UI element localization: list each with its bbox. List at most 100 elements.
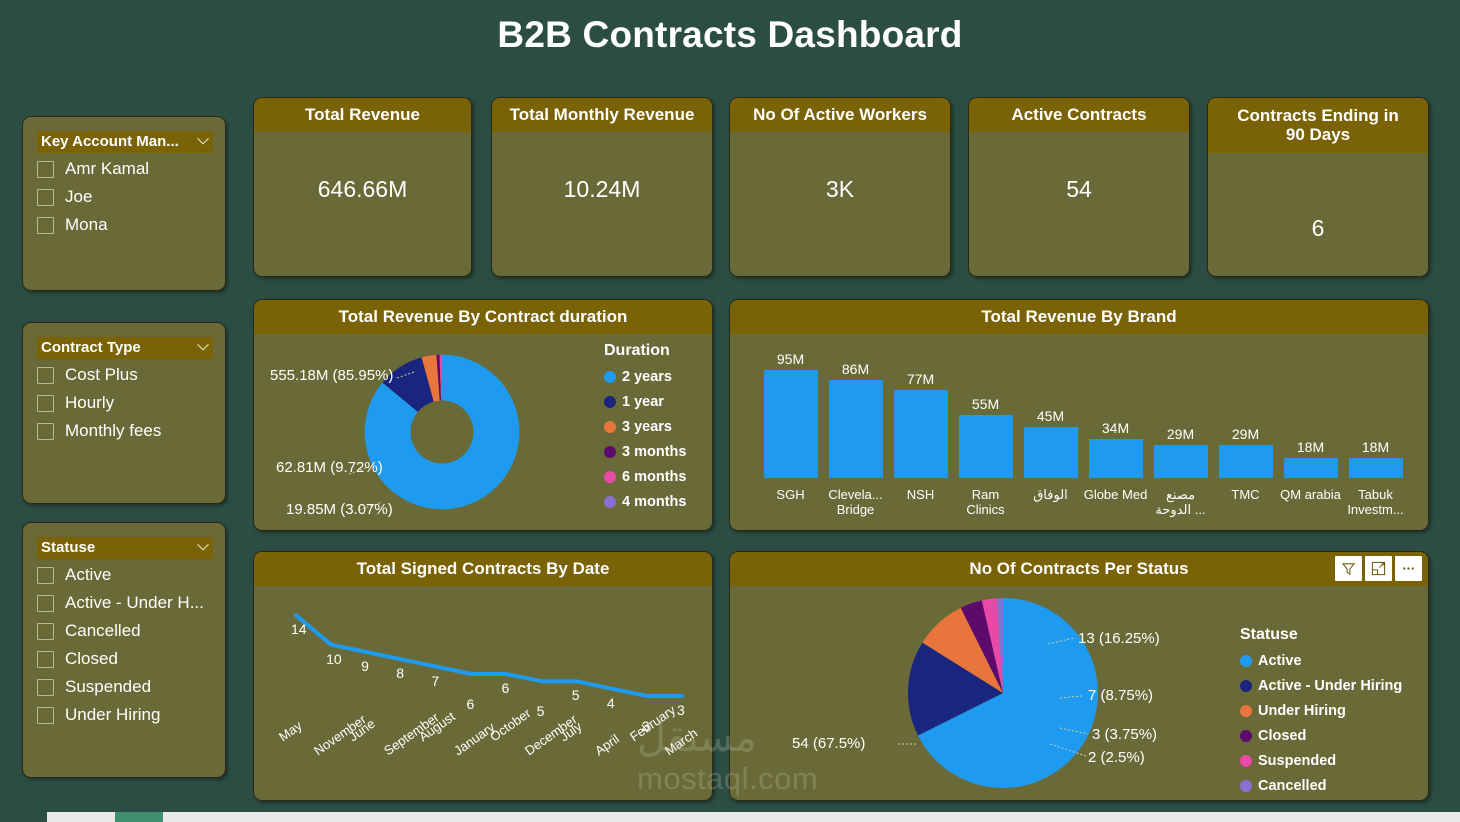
line-value-label: 5 bbox=[571, 687, 580, 704]
legend-swatch bbox=[1240, 705, 1252, 718]
legend-item[interactable]: Cancelled bbox=[1240, 778, 1402, 794]
bar-chart-body: 95M SGH 86M Clevela... Bridge 77M NSH 55M Ram Cli… bbox=[730, 334, 1428, 530]
checkbox[interactable] bbox=[37, 706, 54, 724]
legend-item[interactable]: Active bbox=[1240, 653, 1402, 669]
line-value-label: 5 bbox=[536, 703, 545, 720]
slicer-key-account-manager[interactable]: Key Account Man... Amr Kamal Joe Mona bbox=[22, 116, 226, 291]
checkbox[interactable] bbox=[37, 394, 54, 412]
legend-label: 2 years bbox=[622, 369, 672, 386]
bottom-strip bbox=[0, 812, 1460, 822]
bar-column[interactable]: 95M SGH bbox=[758, 351, 823, 502]
line-value-label: 8 bbox=[396, 665, 405, 682]
slicer-option[interactable]: Cost Plus bbox=[37, 361, 225, 389]
slicer-option[interactable]: Amr Kamal bbox=[37, 155, 225, 183]
legend-item[interactable]: 2 years bbox=[604, 369, 686, 385]
bar-column[interactable]: 34M Globe Med bbox=[1083, 420, 1148, 502]
checkbox[interactable] bbox=[37, 422, 54, 440]
legend-item[interactable]: Active - Under Hiring bbox=[1240, 678, 1402, 694]
legend-label: 3 months bbox=[622, 444, 687, 461]
slicer-header-key-account-manager[interactable]: Key Account Man... bbox=[37, 131, 213, 153]
slicer-header-statuse[interactable]: Statuse bbox=[37, 537, 213, 559]
bar-rect[interactable] bbox=[1218, 445, 1273, 479]
line-series[interactable] bbox=[294, 613, 684, 699]
legend-swatch bbox=[1240, 780, 1252, 793]
legend-item[interactable]: 3 years bbox=[604, 419, 686, 435]
bar-rect[interactable] bbox=[1088, 439, 1143, 479]
checkbox[interactable] bbox=[37, 594, 54, 612]
pie-graphic[interactable] bbox=[908, 598, 1098, 789]
slicer-option[interactable]: Active bbox=[37, 561, 225, 589]
checkbox[interactable] bbox=[37, 216, 54, 234]
focus-mode-icon[interactable] bbox=[1365, 556, 1392, 581]
slicer-header-contract-type[interactable]: Contract Type bbox=[37, 337, 213, 359]
slicer-option[interactable]: Suspended bbox=[37, 673, 225, 701]
bar-column[interactable]: 18M Tabuk Investm... bbox=[1343, 439, 1408, 517]
bar-category-label: Tabuk Investm... bbox=[1347, 487, 1404, 518]
donut-legend: Duration 2 years 1 year 3 years 3 months bbox=[604, 342, 686, 510]
slicer-option[interactable]: Under Hiring bbox=[37, 701, 225, 729]
slicer-option[interactable]: Closed bbox=[37, 645, 225, 673]
slicer-contract-type[interactable]: Contract Type Cost Plus Hourly Monthly f… bbox=[22, 322, 226, 504]
bar-rect[interactable] bbox=[1283, 458, 1338, 479]
slicer-option[interactable]: Monthly fees bbox=[37, 417, 225, 445]
checkbox[interactable] bbox=[37, 188, 54, 206]
bar-category-label: Ram Clinics bbox=[966, 487, 1005, 518]
more-options-icon[interactable] bbox=[1395, 556, 1422, 581]
chart-contracts-per-status: No Of Contracts Per Status bbox=[729, 551, 1429, 801]
legend-item[interactable]: Under Hiring bbox=[1240, 703, 1402, 719]
slicer-option[interactable]: Hourly bbox=[37, 389, 225, 417]
line-value-label: 7 bbox=[431, 672, 440, 689]
slicer-statuse[interactable]: Statuse Active Active - Under H... Cance… bbox=[22, 522, 226, 778]
line-value-label: 6 bbox=[501, 680, 510, 697]
bar-column[interactable]: 86M Clevela... Bridge bbox=[823, 361, 888, 517]
bar-rect[interactable] bbox=[1348, 458, 1403, 479]
chevron-down-icon[interactable] bbox=[197, 137, 209, 145]
bar-rect[interactable] bbox=[828, 380, 883, 479]
bar-column[interactable]: 18M QM arabia bbox=[1278, 439, 1343, 502]
kpi-value: 3K bbox=[825, 176, 855, 203]
slicer-title-label: Statuse bbox=[41, 539, 96, 556]
checkbox[interactable] bbox=[37, 650, 54, 668]
slicer-option[interactable]: Cancelled bbox=[37, 617, 225, 645]
slicer-option-label: Active - Under H... bbox=[65, 593, 204, 612]
chevron-down-icon[interactable] bbox=[197, 543, 209, 551]
slicer-option-label: Active bbox=[65, 565, 112, 584]
legend-item[interactable]: Closed bbox=[1240, 728, 1402, 744]
bar-rect[interactable] bbox=[1023, 427, 1078, 479]
pie-data-label: 3 (3.75%) bbox=[1092, 726, 1158, 744]
slicer-option[interactable]: Joe bbox=[37, 183, 225, 211]
bar-column[interactable]: 45M الوفاق bbox=[1018, 408, 1083, 502]
legend-title: Duration bbox=[604, 342, 670, 360]
filter-icon[interactable] bbox=[1335, 556, 1362, 581]
legend-item[interactable]: Suspended bbox=[1240, 753, 1402, 769]
legend-swatch bbox=[604, 496, 616, 509]
slicer-option-label: Cancelled bbox=[65, 621, 141, 640]
bar-column[interactable]: 29M مصنع الدوحة ... bbox=[1148, 426, 1213, 517]
bar-rect[interactable] bbox=[958, 415, 1013, 479]
legend-item[interactable]: 4 months bbox=[604, 494, 686, 510]
checkbox[interactable] bbox=[37, 678, 54, 696]
bar-category-label: Clevela... Bridge bbox=[828, 487, 883, 518]
kpi-title: Total Revenue bbox=[254, 98, 471, 133]
chevron-down-icon[interactable] bbox=[197, 343, 209, 351]
bar-column[interactable]: 29M TMC bbox=[1213, 426, 1278, 502]
bar-column[interactable]: 77M NSH bbox=[888, 371, 953, 502]
bar-rect[interactable] bbox=[763, 370, 818, 479]
checkbox[interactable] bbox=[37, 622, 54, 640]
checkbox[interactable] bbox=[37, 366, 54, 384]
slicer-option-label: Closed bbox=[65, 649, 118, 668]
legend-item[interactable]: 1 year bbox=[604, 394, 686, 410]
slicer-option[interactable]: Active - Under H... bbox=[37, 589, 225, 617]
bar-rect[interactable] bbox=[1153, 445, 1208, 479]
checkbox[interactable] bbox=[37, 160, 54, 178]
legend-label: Active - Under Hiring bbox=[1258, 678, 1403, 695]
line-graphic[interactable] bbox=[254, 586, 712, 736]
checkbox[interactable] bbox=[37, 566, 54, 584]
legend-item[interactable]: 3 months bbox=[604, 444, 686, 460]
donut-graphic[interactable] bbox=[357, 347, 527, 517]
bar-column[interactable]: 55M Ram Clinics bbox=[953, 396, 1018, 517]
bar-rect[interactable] bbox=[893, 390, 948, 479]
legend-item[interactable]: 6 months bbox=[604, 469, 686, 485]
line-chart-body: 14 10 9 8 7 6 6 5 5 4 3 3 May November June September Au… bbox=[254, 586, 712, 800]
slicer-option[interactable]: Mona bbox=[37, 211, 225, 239]
